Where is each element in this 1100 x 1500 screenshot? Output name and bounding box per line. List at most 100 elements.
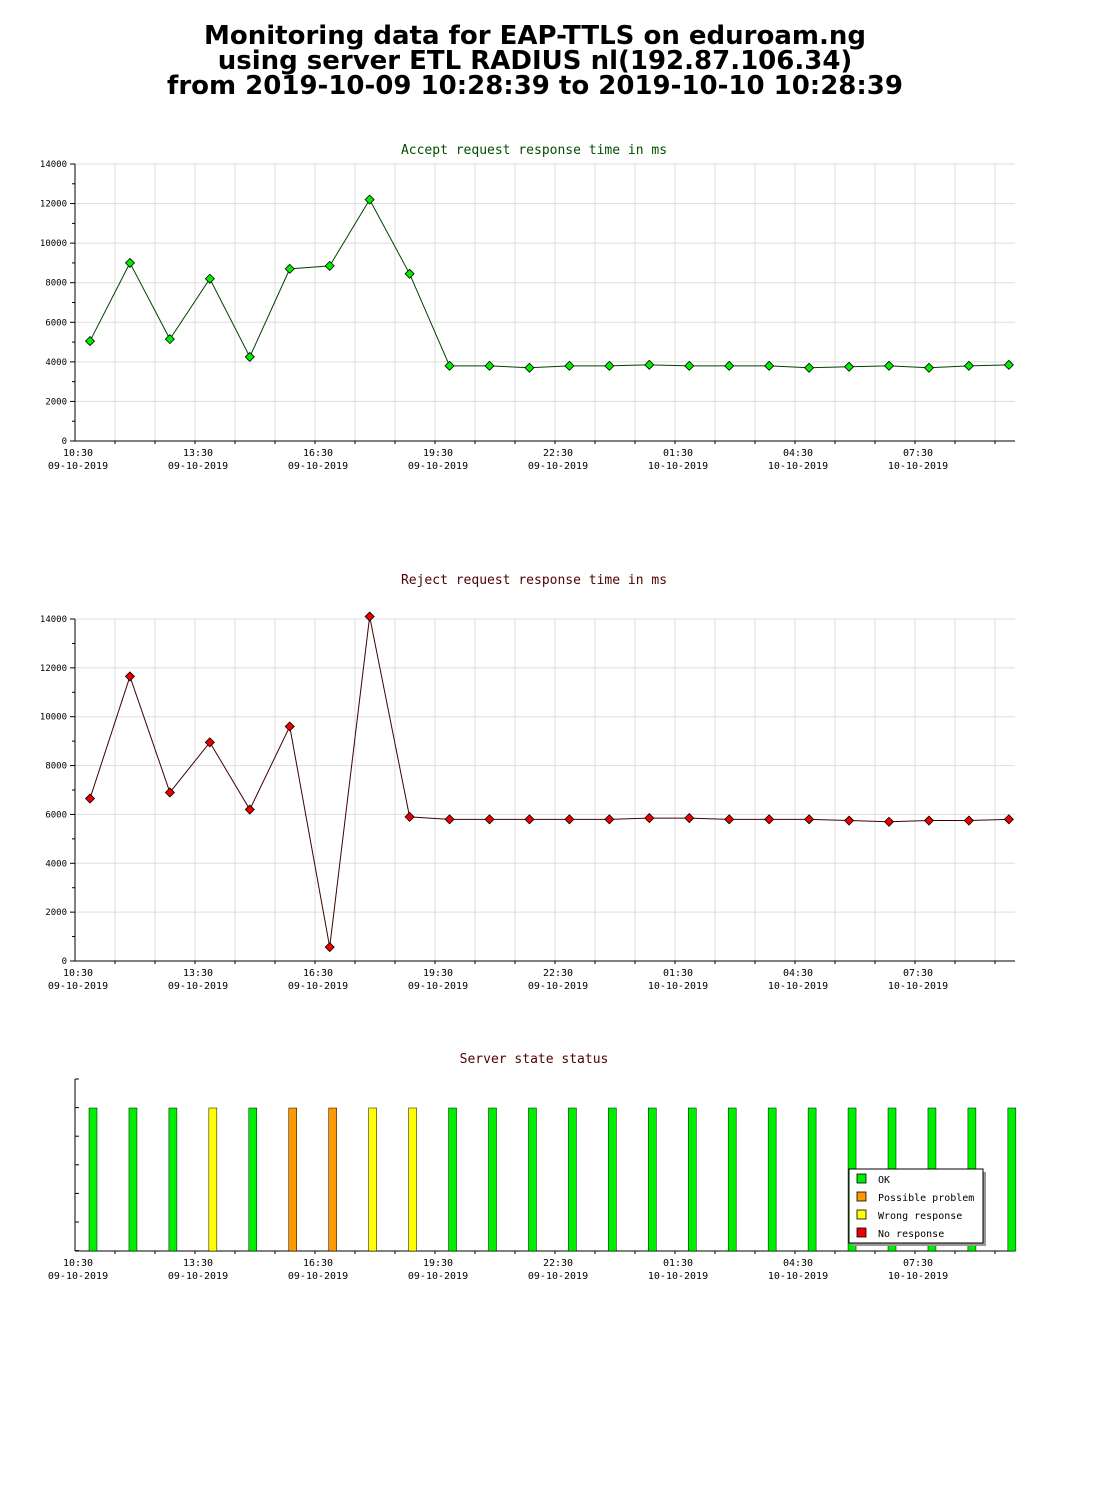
- accept-ytick-label: 8000: [45, 279, 67, 289]
- reject-data-point: [364, 611, 375, 622]
- accept-xtick-time: 10:30: [63, 448, 93, 459]
- reject-data-point: [604, 814, 615, 825]
- reject-xtick-date: 10-10-2019: [768, 981, 828, 992]
- accept-data-point: [684, 360, 695, 371]
- reject-data-point: [684, 813, 695, 824]
- reject-series-line: [89, 616, 1009, 948]
- status-legend-label: No response: [878, 1229, 944, 1240]
- page-title: Monitoring data for EAP-TTLS on eduroam.…: [0, 21, 1070, 99]
- status-bar: [688, 1107, 697, 1252]
- status-xtick-date: 09-10-2019: [408, 1271, 468, 1282]
- accept-data-point: [1003, 359, 1014, 370]
- accept-data-point: [284, 263, 295, 274]
- accept-data-point: [963, 360, 974, 371]
- reject-ytick-label: 12000: [40, 664, 67, 674]
- accept-response-chart: Accept request response time in ms 0 2000 4…: [40, 143, 1015, 472]
- reject-xtick-date: 10-10-2019: [648, 981, 708, 992]
- reject-data-point: [124, 671, 136, 682]
- status-legend-swatch: [856, 1173, 867, 1184]
- status-bar: [648, 1107, 657, 1252]
- accept-ytick-label: 0: [62, 437, 67, 447]
- reject-xtick-date: 09-10-2019: [408, 981, 468, 992]
- accept-ytick-label: 6000: [45, 318, 67, 328]
- status-legend-swatch: [856, 1191, 867, 1202]
- reject-data-point: [524, 814, 535, 825]
- accept-data-point: [724, 360, 735, 371]
- reject-xtick-time: 19:30: [423, 968, 453, 979]
- reject-data-point: [164, 787, 175, 798]
- reject-ytick-label: 10000: [40, 713, 67, 723]
- status-legend-swatch: [856, 1209, 867, 1220]
- reject-ytick-label: 8000: [45, 762, 67, 772]
- accept-data-point: [804, 362, 815, 373]
- reject-ytick-label: 4000: [45, 859, 67, 869]
- accept-xtick-time: 01:30: [663, 448, 693, 459]
- status-legend-swatch: [856, 1227, 867, 1238]
- status-legend: [848, 1168, 984, 1244]
- status-xtick-date: 09-10-2019: [288, 1271, 348, 1282]
- accept-data-point: [84, 336, 96, 347]
- status-xtick-date: 09-10-2019: [168, 1271, 228, 1282]
- status-bar: [807, 1107, 817, 1252]
- accept-ytick-label: 10000: [40, 239, 67, 249]
- reject-ytick-label: 2000: [45, 908, 67, 918]
- accept-xtick-time: 07:30: [903, 448, 933, 459]
- accept-xtick-date: 09-10-2019: [528, 461, 588, 472]
- accept-data-point: [644, 359, 655, 370]
- reject-data-point: [444, 814, 455, 825]
- reject-data-point: [764, 814, 775, 825]
- reject-data-point: [804, 814, 815, 825]
- status-xtick-time: 10:30: [63, 1258, 93, 1269]
- status-xtick-time: 19:30: [423, 1258, 453, 1269]
- accept-data-point: [883, 360, 895, 371]
- accept-data-point: [324, 260, 335, 271]
- accept-xtick-date: 09-10-2019: [48, 461, 108, 472]
- reject-data-point: [883, 816, 895, 827]
- accept-data-point: [524, 362, 535, 373]
- status-bar: [88, 1107, 98, 1252]
- accept-xtick-date: 09-10-2019: [288, 461, 348, 472]
- accept-title: Accept request response time in ms: [401, 143, 667, 158]
- accept-ytick-label: 12000: [40, 200, 67, 210]
- accept-xtick-time: 22:30: [543, 448, 573, 459]
- accept-xtick-date: 09-10-2019: [408, 461, 468, 472]
- accept-data-point: [604, 360, 615, 371]
- status-xtick-time: 22:30: [543, 1258, 573, 1269]
- accept-xtick-date: 09-10-2019: [168, 461, 228, 472]
- server-status-chart: Server state status 10:30 09-10-2019 13:30 0…: [48, 1052, 1017, 1282]
- accept-ytick-label: 2000: [45, 397, 67, 407]
- reject-data-point: [204, 737, 215, 748]
- reject-data-point: [404, 811, 415, 822]
- status-bar: [568, 1107, 577, 1252]
- reject-xtick-date: 09-10-2019: [528, 981, 588, 992]
- reject-data-point: [963, 815, 974, 826]
- status-bar: [608, 1107, 617, 1252]
- reject-ytick-label: 0: [62, 957, 67, 967]
- reject-data-point: [724, 814, 735, 825]
- reject-xtick-time: 13:30: [183, 968, 213, 979]
- accept-series-line: [89, 198, 1009, 369]
- reject-xtick-date: 10-10-2019: [888, 981, 948, 992]
- reject-xtick-date: 09-10-2019: [48, 981, 108, 992]
- reject-xtick-time: 04:30: [783, 968, 813, 979]
- status-xtick-time: 07:30: [903, 1258, 933, 1269]
- status-xtick-date: 09-10-2019: [528, 1271, 588, 1282]
- reject-ytick-label: 6000: [45, 810, 67, 820]
- status-bar: [288, 1107, 297, 1252]
- status-bar: [488, 1107, 497, 1252]
- status-xtick-date: 10-10-2019: [888, 1271, 948, 1282]
- accept-ytick-label: 4000: [45, 358, 67, 368]
- accept-data-point: [923, 362, 935, 373]
- reject-data-point: [484, 814, 495, 825]
- page-title-line-1: Monitoring data for EAP-TTLS on eduroam.…: [204, 21, 866, 51]
- accept-data-point: [164, 334, 175, 345]
- accept-xtick-date: 10-10-2019: [888, 461, 948, 472]
- status-bar: [328, 1107, 337, 1252]
- status-xtick-time: 16:30: [303, 1258, 333, 1269]
- status-legend-label: Possible problem: [878, 1193, 974, 1204]
- reject-data-point: [284, 721, 295, 732]
- status-bar: [248, 1107, 258, 1252]
- accept-data-point: [404, 268, 415, 279]
- reject-data-point: [84, 793, 96, 804]
